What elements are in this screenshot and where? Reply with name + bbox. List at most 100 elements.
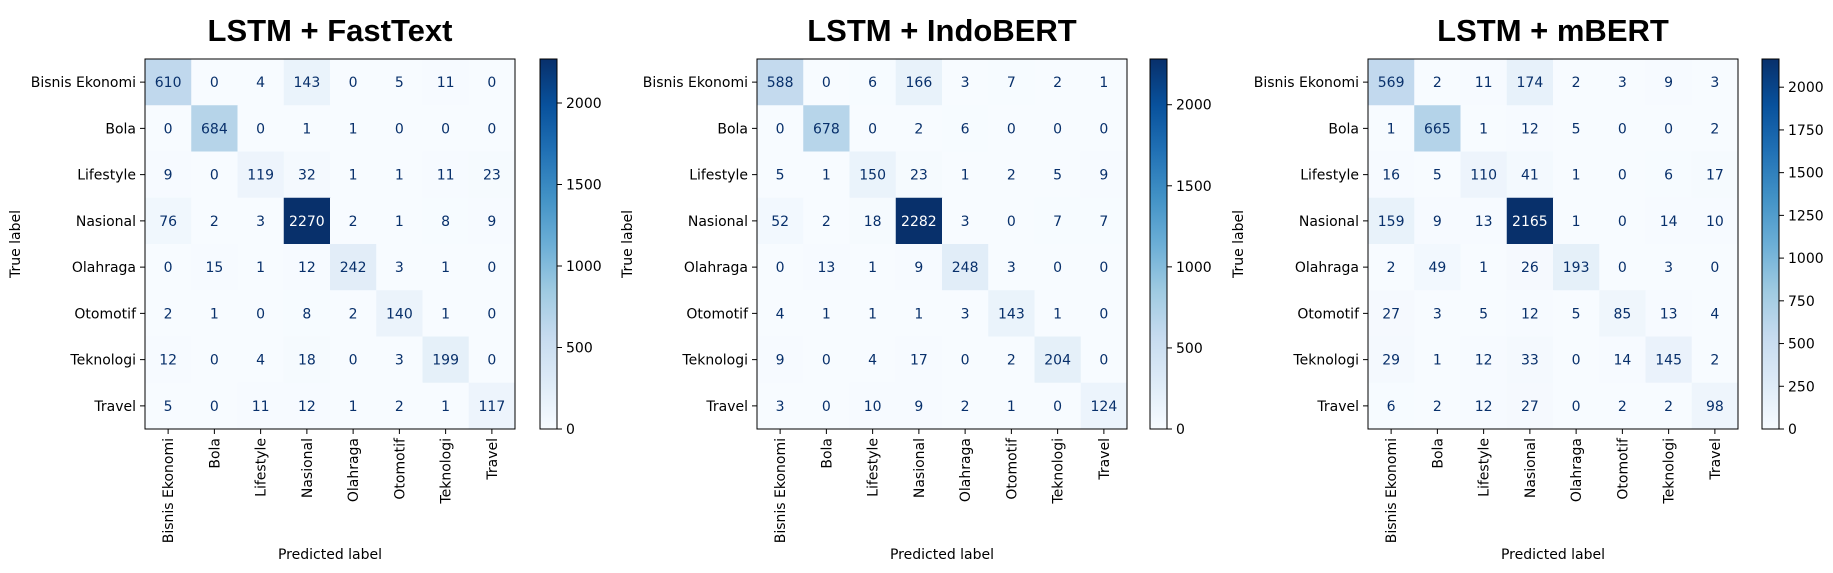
cell-value: 5 <box>776 168 785 184</box>
cell-value: 7 <box>1053 214 1062 230</box>
matrix-cell <box>849 151 897 199</box>
matrix-cell <box>1553 59 1600 106</box>
matrix-cell <box>1645 244 1693 291</box>
matrix-cell <box>330 336 377 384</box>
matrix-cell <box>1368 197 1415 245</box>
colorbar-tick-label: 2000 <box>566 96 602 112</box>
cell-value: 569 <box>1378 75 1405 91</box>
matrix-cell <box>237 151 285 199</box>
colorbar-tick-label: 1250 <box>1788 208 1824 224</box>
cell-value: 2 <box>164 306 173 322</box>
matrix-cell <box>1691 382 1739 430</box>
matrix-cell <box>942 151 989 199</box>
matrix-cell <box>803 105 850 152</box>
matrix-cell <box>145 151 192 199</box>
cell-value: 1 <box>822 168 831 184</box>
cell-value: 2 <box>1572 75 1581 91</box>
matrix-cell <box>1368 105 1415 152</box>
cell-value: 2 <box>1053 75 1062 91</box>
x-tick-label: Olahraga <box>346 438 362 502</box>
cell-value: 0 <box>961 353 970 369</box>
matrix-cell <box>803 336 850 384</box>
cell-value: 3 <box>1710 75 1719 91</box>
cell-value: 18 <box>298 353 316 369</box>
cell-value: 0 <box>1007 214 1016 230</box>
matrix-cell <box>145 197 192 245</box>
x-tick-label: Bisnis Ekonomi <box>773 438 789 543</box>
cell-value: 17 <box>1706 168 1724 184</box>
colorbar <box>539 58 558 430</box>
cell-value: 5 <box>395 75 404 91</box>
cell-value: 0 <box>776 260 785 276</box>
matrix-cell <box>895 244 943 291</box>
colorbar-tick-label: 0 <box>566 422 575 438</box>
cell-value: 0 <box>1572 353 1581 369</box>
matrix-cell <box>1460 244 1508 291</box>
matrix-cell <box>1599 197 1646 245</box>
cell-value: 2 <box>1433 399 1442 415</box>
matrix-cell <box>145 244 192 291</box>
matrix-cell <box>1080 290 1128 337</box>
matrix-cell <box>942 197 989 245</box>
cell-value: 0 <box>868 121 877 137</box>
cell-value: 2 <box>349 306 358 322</box>
matrix-cell <box>1553 290 1600 337</box>
matrix-cell <box>376 336 423 384</box>
matrix-cell <box>145 336 192 384</box>
matrix-cell <box>1034 197 1082 245</box>
matrix-cell <box>330 244 377 291</box>
cell-value: 678 <box>813 121 840 137</box>
matrix-cell <box>942 382 989 430</box>
x-axis-label: Predicted label <box>1501 547 1605 563</box>
matrix-cell <box>757 382 804 430</box>
matrix-cell <box>283 197 331 245</box>
matrix-cell <box>1080 382 1128 430</box>
matrix-cell <box>145 105 192 152</box>
matrix-cell <box>1599 336 1646 384</box>
matrix-cell <box>895 59 943 106</box>
matrix-frame <box>1367 58 1739 430</box>
matrix-cell <box>237 197 285 245</box>
colorbar-tick-label: 0 <box>1788 422 1797 438</box>
matrix-cell <box>849 382 897 430</box>
cell-value: 0 <box>1053 121 1062 137</box>
cell-value: 27 <box>1521 399 1539 415</box>
matrix-cell <box>1460 105 1508 152</box>
cell-value: 204 <box>1044 353 1071 369</box>
cell-value: 52 <box>771 214 789 230</box>
matrix-cell <box>1599 59 1646 106</box>
y-tick-label: Olahraga <box>1295 260 1359 276</box>
cell-value: 248 <box>952 260 979 276</box>
cell-value: 7 <box>1007 75 1016 91</box>
cell-value: 2 <box>1007 353 1016 369</box>
cell-value: 1 <box>349 168 358 184</box>
matrix-cell <box>1691 336 1739 384</box>
cell-value: 1 <box>395 168 404 184</box>
cell-value: 26 <box>1521 260 1539 276</box>
matrix-cell <box>895 197 943 245</box>
colorbar <box>1149 58 1168 430</box>
cell-value: 0 <box>822 399 831 415</box>
cell-value: 9 <box>164 168 173 184</box>
cell-value: 1 <box>441 306 450 322</box>
cell-value: 76 <box>159 214 177 230</box>
x-tick-label: Nasional <box>300 438 316 498</box>
cell-value: 0 <box>1618 168 1627 184</box>
cell-value: 27 <box>1382 306 1400 322</box>
cell-value: 3 <box>1007 260 1016 276</box>
cell-value: 10 <box>1706 214 1724 230</box>
matrix-cell <box>1691 244 1739 291</box>
cell-value: 0 <box>487 260 496 276</box>
cell-value: 1 <box>1099 75 1108 91</box>
matrix-cell <box>1080 336 1128 384</box>
matrix-cell <box>330 105 377 152</box>
cell-value: 3 <box>961 214 970 230</box>
matrix-cell <box>1691 59 1739 106</box>
cell-value: 7 <box>1099 214 1108 230</box>
matrix-cell <box>376 105 423 152</box>
matrix-cell <box>1368 336 1415 384</box>
y-tick-label: Nasional <box>76 214 136 230</box>
matrix-cell <box>1553 244 1600 291</box>
matrix-cell <box>283 290 331 337</box>
